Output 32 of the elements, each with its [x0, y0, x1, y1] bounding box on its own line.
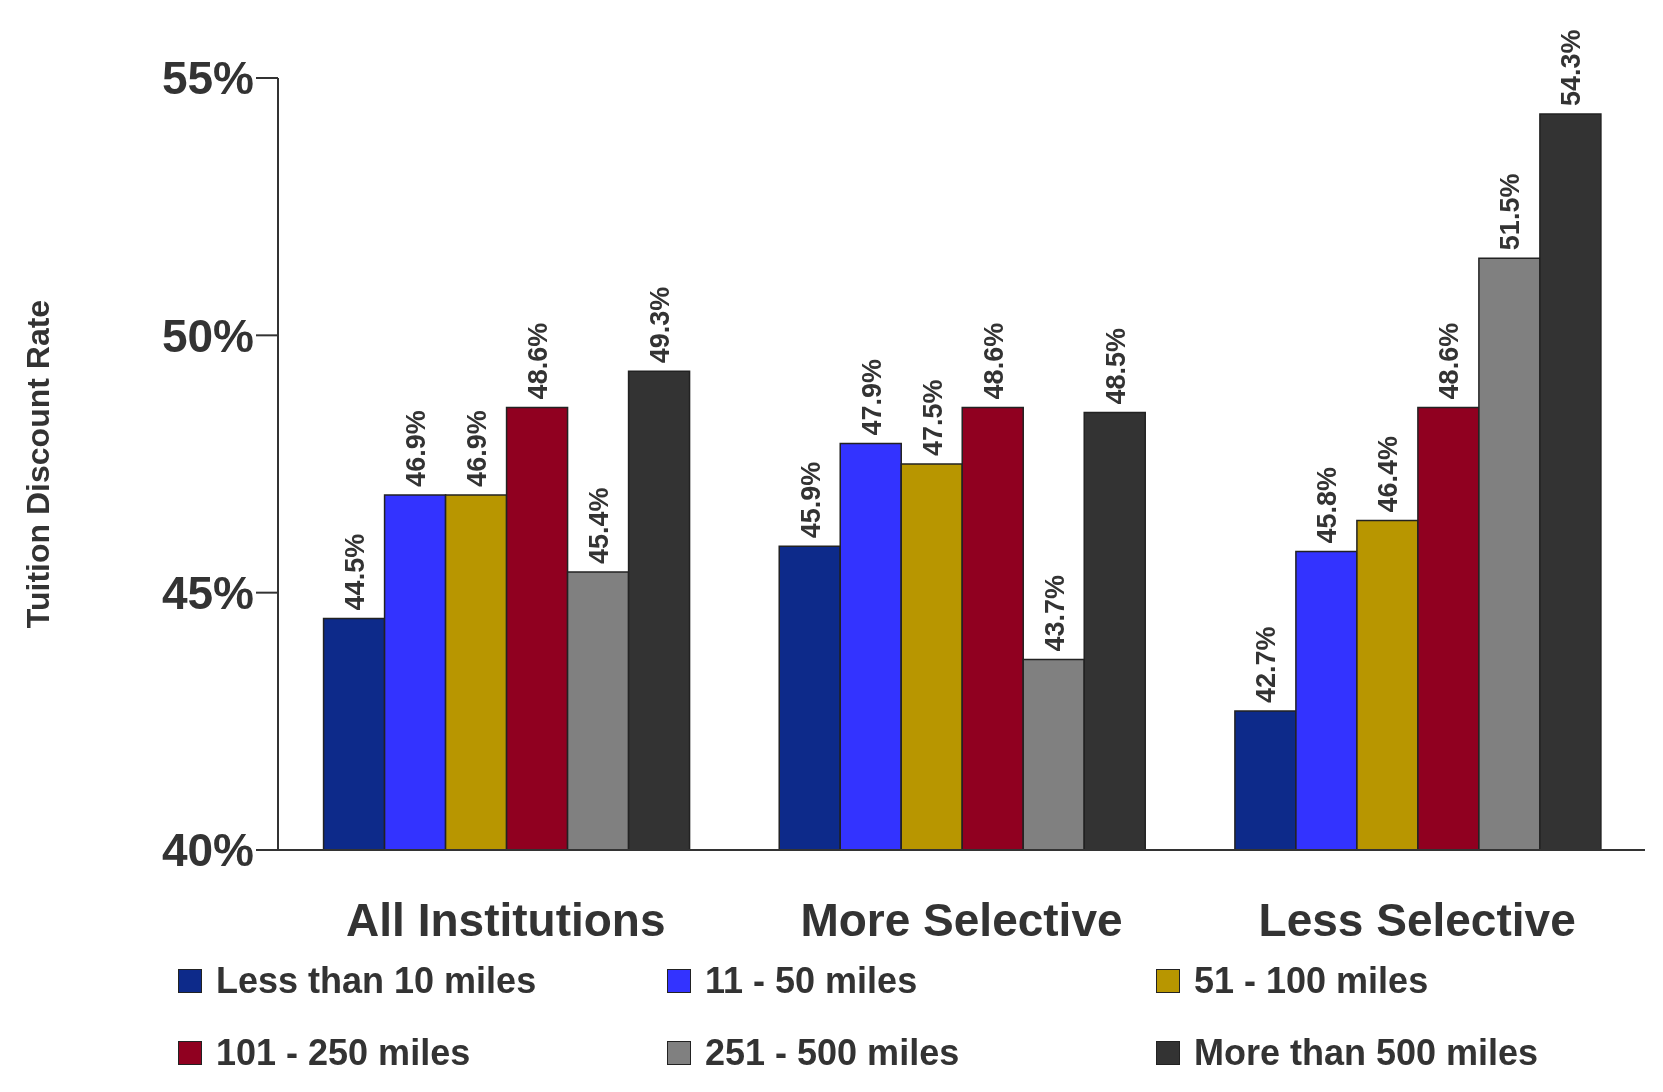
legend-label: More than 500 miles	[1194, 1032, 1539, 1074]
data-label: 51.5%	[1495, 173, 1526, 251]
data-label: 48.6%	[978, 322, 1009, 400]
data-label: 46.9%	[462, 410, 493, 487]
data-label: 43.7%	[1039, 575, 1070, 652]
data-label: 44.5%	[340, 533, 371, 611]
x-tick-label: Less Selective	[1258, 893, 1576, 946]
data-label: 54.3%	[1556, 29, 1587, 107]
legend-label: 11 - 50 miles	[705, 960, 918, 1002]
data-label: 46.9%	[401, 410, 432, 487]
data-label: 47.5%	[917, 379, 948, 456]
y-tick-label: 50%	[161, 309, 254, 362]
data-label: 45.4%	[584, 487, 615, 565]
legend-label: 51 - 100 miles	[1194, 960, 1429, 1002]
data-label: 49.3%	[645, 286, 676, 364]
y-tick-label: 55%	[161, 52, 254, 105]
y-tick-label: 45%	[161, 567, 254, 619]
data-label: 46.4%	[1373, 436, 1404, 513]
legend-label: Less than 10 miles	[216, 960, 537, 1002]
legend-label: 101 - 250 miles	[216, 1032, 471, 1074]
y-tick-label: 40%	[161, 824, 254, 877]
data-label: 48.6%	[523, 322, 554, 400]
data-label: 47.9%	[856, 358, 887, 436]
data-label: 48.6%	[1434, 322, 1465, 400]
data-label: 42.7%	[1251, 626, 1282, 704]
data-label: 45.9%	[795, 461, 826, 539]
x-tick-label: More Selective	[800, 893, 1123, 946]
y-axis-title: Tuition Discount Rate	[20, 299, 57, 629]
legend-label: 251 - 500 miles	[705, 1032, 960, 1074]
data-label: 45.8%	[1312, 466, 1343, 544]
x-tick-label: All Institutions	[346, 893, 666, 946]
data-label: 48.5%	[1100, 327, 1131, 405]
